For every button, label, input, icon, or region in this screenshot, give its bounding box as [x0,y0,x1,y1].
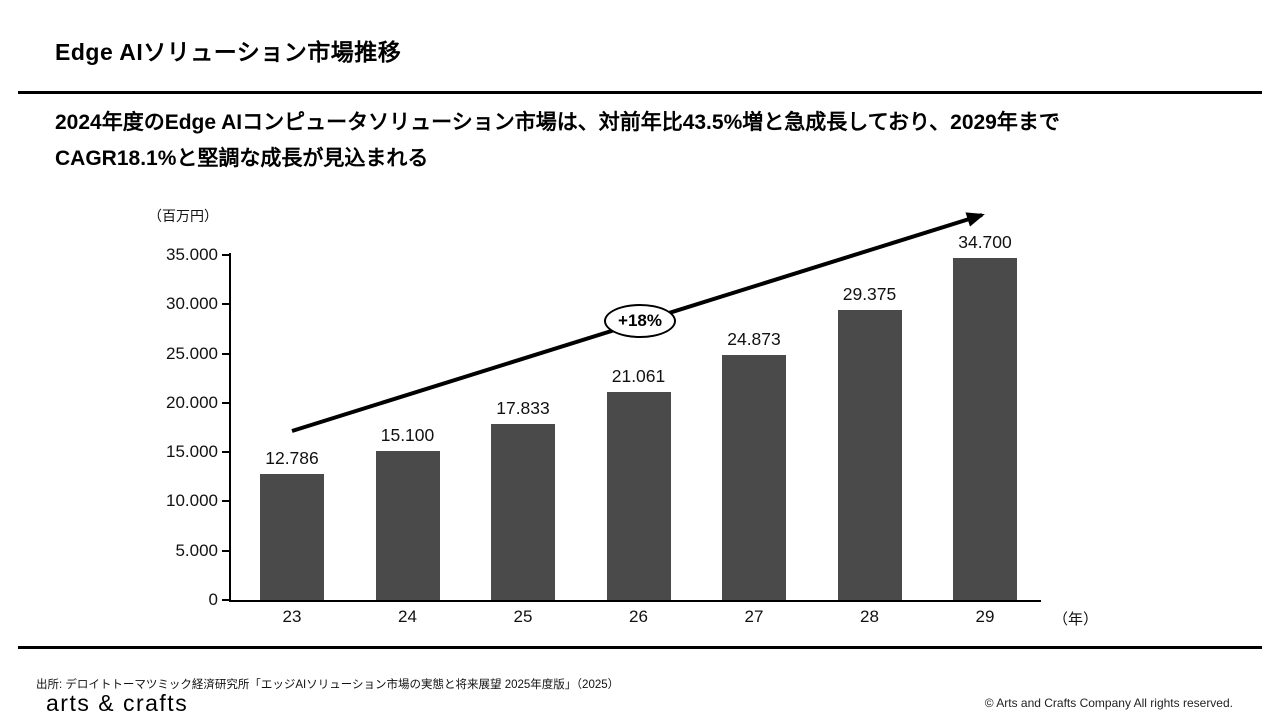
bar-value-label: 34.700 [958,231,1012,252]
y-axis-tick [222,401,229,404]
key-message-line-2: CAGR18.1%と堅調な成長が見込まれる [55,147,429,170]
y-axis-tick [222,549,229,552]
title-divider [18,91,1262,94]
key-message-line-1: 2024年度のEdge AIコンピュータソリューション市場は、対前年比43.5%… [55,111,1060,134]
bar-year-29 [953,257,1017,600]
x-axis-category-label: 26 [629,607,648,626]
y-axis-line [229,253,231,602]
bar-year-28 [837,310,902,600]
y-axis-tick [222,303,229,306]
bar-value-label: 21.061 [611,366,666,387]
y-axis-tick [222,599,229,601]
copyright-text: © Arts and Crafts Company All rights res… [984,696,1233,710]
y-axis-tick [222,254,229,256]
x-axis-category-label: 23 [282,607,302,626]
x-axis-unit-label: （年） [1053,611,1099,628]
y-axis-tick-label: 10.000 [166,491,218,511]
y-axis-tick-label: 0 [208,590,218,609]
y-axis-tick-label: 20.000 [166,392,218,412]
bar-value-label: 29.375 [842,284,897,305]
growth-rate-badge: +18% [604,304,676,338]
x-axis-category-label: 27 [744,607,764,626]
y-axis-tick [222,500,229,503]
key-message: 2024年度のEdge AIコンピュータソリューション市場は、対前年比43.5%… [55,105,1060,177]
bar-value-label: 24.873 [727,328,781,349]
x-axis-line [229,600,1041,602]
bar-year-25 [491,424,555,600]
y-axis-tick [222,451,229,454]
company-logo: arts & crafts [46,690,189,716]
bar-value-label: 12.786 [265,447,319,468]
y-axis-tick-label: 35.000 [166,245,218,264]
source-note: 出所: デロイトトーマツミック経済研究所「エッジAIソリューション市場の実態と将… [36,679,620,691]
bar-value-label: 17.833 [496,398,550,419]
bar-year-27 [722,354,786,600]
x-axis-category-label: 25 [513,607,533,626]
bar-year-23 [260,473,324,600]
y-axis-tick-label: 25.000 [166,343,218,363]
x-axis-category-label: 29 [975,607,995,626]
y-axis-tick-label: 15.000 [166,442,218,462]
y-axis-tick [222,352,229,355]
bar-year-24 [375,451,440,600]
y-axis-unit-label: （百万円） [148,208,218,224]
page-title: Edge AIソリューション市場推移 [55,39,402,65]
y-axis-tick-label: 30.000 [166,294,218,314]
x-axis-category-label: 28 [860,607,879,626]
bar-year-26 [606,392,671,600]
x-axis-category-label: 24 [398,607,417,626]
bar-value-label: 15.100 [380,425,435,446]
y-axis-tick-label: 5.000 [175,540,218,560]
footer-divider [18,646,1262,649]
